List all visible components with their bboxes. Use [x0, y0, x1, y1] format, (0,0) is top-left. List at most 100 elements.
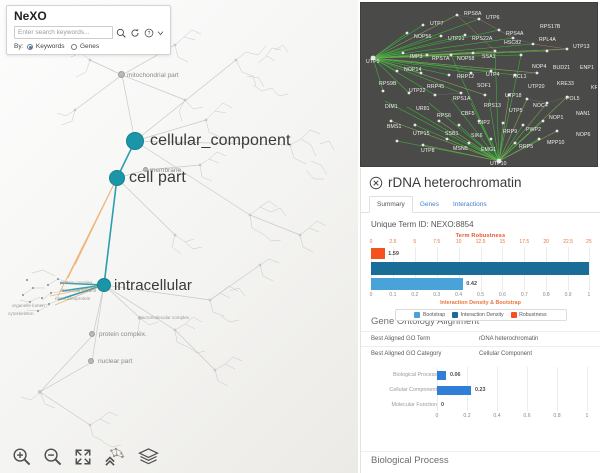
tab-interactions[interactable]: Interactions [452, 201, 487, 208]
term-title: rDNA heterochromatin [388, 175, 522, 190]
axis-tick: 25 [586, 239, 592, 245]
gene-label-utp7: UTP7 [430, 21, 444, 27]
ontology-node-cellular-component[interactable] [126, 132, 144, 150]
gene-label-nop14: NOP14 [404, 67, 422, 73]
search-icon[interactable] [115, 26, 127, 39]
radio-keywords[interactable]: Keywords [27, 43, 64, 50]
axis-tick: 1 [585, 413, 589, 419]
gene-label-sik6: SIK6 [471, 133, 483, 139]
go-key: Best Aligned GO Category [371, 351, 442, 357]
legend-label-interaction-density: Interaction Density [460, 312, 504, 318]
gene-label-rpl4a: RPL4A [539, 37, 556, 43]
legend-item-bootstrap[interactable]: Bootstrap [414, 312, 445, 318]
radio-keywords-label: Keywords [35, 43, 65, 50]
gene-label-utp8: UTP8 [421, 148, 435, 154]
gene-label-utp4: UTP4 [486, 72, 500, 78]
chart-legend: Bootstrap Interaction Density Robustness [394, 309, 567, 321]
radio-genes[interactable]: Genes [71, 43, 99, 50]
gene-interaction-network[interactable]: UTP9 RPS8A UTP6 UTP7 RPS17B NOP56 UTP21 … [360, 2, 598, 167]
legend-item-interaction-density[interactable]: Interaction Density [452, 312, 504, 318]
search-panel[interactable]: NeXO ? By: Keywords Genes [6, 5, 171, 55]
biological-process-section: Biological Process [361, 451, 600, 473]
go-bar-label-molecular-function: Molecular Function [391, 402, 437, 408]
ontology-node-membrane[interactable] [143, 167, 148, 172]
go-row-best-aligned-category: Best Aligned GO Category Cellular Compon… [361, 346, 600, 361]
zoom-out-icon[interactable] [43, 447, 62, 466]
close-circle-icon[interactable] [369, 176, 383, 190]
bar-robustness [371, 248, 386, 259]
axis-tick: 1 [587, 292, 591, 298]
help-icon[interactable]: ? [143, 26, 155, 39]
ontology-label-membrane: membrane [150, 167, 182, 174]
gene-label-nop6: NOP6 [576, 132, 591, 138]
gene-label-pol5: POL5 [566, 96, 580, 102]
gene-label-mpp10: MPP10 [547, 140, 565, 146]
gene-label-enp1: ENP1 [580, 65, 594, 71]
axis-tick: 0 [369, 239, 373, 245]
ontology-node-cell-part[interactable] [109, 170, 125, 186]
gene-label-utp6: UTP6 [486, 15, 500, 21]
gene-label-nan1: NAN1 [576, 111, 591, 117]
ontology-node-label-cell-part: cell part [129, 169, 186, 186]
chevron-down-icon[interactable] [157, 26, 164, 39]
gene-label-utp15: UTP15 [413, 131, 430, 137]
ontology-node-mitochondrial-part[interactable] [118, 71, 125, 78]
axis-tick: 0 [369, 292, 373, 298]
layers-icon[interactable] [138, 447, 159, 466]
legend-label-robustness: Robustness [519, 312, 547, 318]
axis-tick: 0.3 [433, 292, 441, 298]
go-bar-label-biological-process: Biological Process [392, 372, 437, 378]
gene-label-cbf5: CBF5 [461, 111, 475, 117]
axis-tick: 0 [435, 413, 439, 419]
ontology-node-intracellular[interactable] [97, 278, 111, 292]
gene-label-hub-utp9: UTP9 [366, 59, 380, 65]
term-detail-panel: rDNA heterochromatin Summary Genes Inter… [360, 168, 600, 473]
ontology-graph-view[interactable]: cellular_component cell part intracellul… [0, 0, 358, 473]
gene-label-emg1: EMG1 [481, 147, 497, 153]
gene-label-ssa1: SSA1 [482, 54, 496, 60]
search-input[interactable] [14, 26, 113, 39]
legend-item-robustness[interactable]: Robustness [510, 312, 547, 318]
gene-label-kri: KRI [591, 85, 597, 91]
axis-tick: 0.1 [389, 292, 397, 298]
ontology-label-protein-complex: protein complex [99, 331, 145, 338]
ontology-tiny-label-protein-complex: protein complex [60, 280, 93, 285]
ontology-tiny-label-macromolecular-complex: macromolecular complex [138, 315, 190, 320]
collapse-network-icon[interactable] [104, 447, 126, 467]
robustness-bottom-axis: 0 0.1 0.2 0.3 0.4 0.5 0.6 0.7 0.8 0.9 1 [369, 292, 591, 299]
gene-label-utp5: UTP5 [509, 108, 523, 114]
axis-tick: 0.6 [498, 292, 506, 298]
refresh-icon[interactable] [129, 26, 141, 39]
gene-label-pwp2: PWP2 [526, 127, 542, 133]
axis-tick: 20 [543, 239, 549, 245]
gene-label-bms1: BMS1 [387, 124, 402, 130]
zoom-in-icon[interactable] [12, 447, 31, 466]
gene-label-msn5: MSN5 [453, 146, 468, 152]
axis-tick: 2.5 [389, 239, 397, 245]
ontology-node-nuclear-part[interactable] [88, 358, 94, 364]
legend-label-bootstrap: Bootstrap [422, 312, 446, 318]
axis-tick: 7.5 [433, 239, 441, 245]
go-bar-value-biological-process: 0.06 [450, 372, 461, 378]
search-by-label: By: [14, 43, 24, 50]
tab-genes[interactable]: Genes [419, 201, 439, 208]
fit-to-screen-icon[interactable] [74, 448, 92, 466]
bar-interaction-density [371, 262, 590, 275]
go-bar-cellular-component [437, 385, 471, 395]
axis-tick: 0.2 [411, 292, 419, 298]
axis-tick: 0.8 [542, 292, 550, 298]
gene-label-utp13: UTP13 [573, 44, 590, 50]
gene-label-ssb1: SSB1 [445, 131, 459, 137]
gene-label-utp18: UTP18 [505, 93, 522, 99]
gene-label-rrp12: RRP12 [457, 74, 475, 80]
robustness-top-axis: 0 2.5 5 7.5 10 12.5 15 17.5 20 22.5 25 [369, 239, 592, 246]
unique-term-id: Unique Term ID: NEXO:8854 [371, 220, 474, 229]
tab-summary[interactable]: Summary [369, 196, 413, 213]
gene-label-hub-utp10: UTP10 [490, 161, 507, 167]
gene-label-rps22a: RPS22A [472, 36, 493, 42]
axis-tick: 0.7 [520, 292, 528, 298]
ontology-node-protein-complex[interactable] [89, 331, 95, 337]
radio-keywords-dot [27, 43, 34, 50]
ontology-tiny-label-ribonucleoprotein: ribonucleoprotein [55, 296, 91, 301]
go-value: Cellular Component [479, 351, 533, 357]
